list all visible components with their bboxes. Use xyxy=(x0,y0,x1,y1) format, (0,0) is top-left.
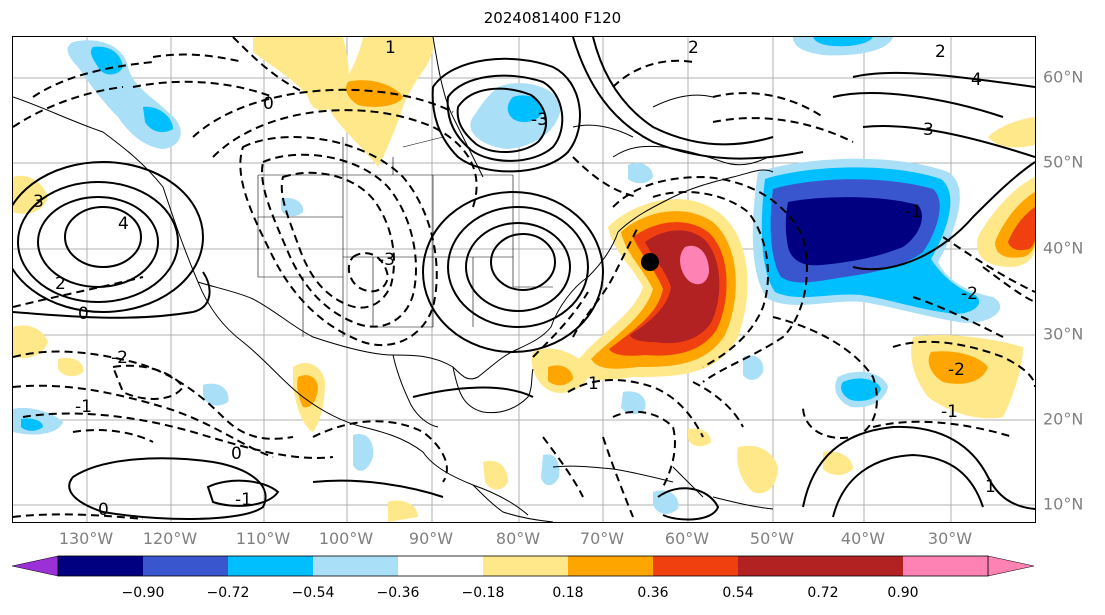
colorbar-segment xyxy=(143,556,228,576)
dashed-contours xyxy=(13,37,1035,520)
contour-label: -1 xyxy=(235,490,252,510)
colorbar-label: 0.90 xyxy=(887,585,919,601)
contour-label: 1 xyxy=(385,38,396,58)
contour-high-center xyxy=(447,206,589,328)
lon-label: 60°W xyxy=(664,529,710,548)
colorbar-segment xyxy=(58,556,143,576)
colorbar-label: −0.90 xyxy=(121,585,165,601)
shaded-anomaly-fields xyxy=(13,37,1035,522)
contour-label: 0 xyxy=(98,500,109,520)
colorbar-extend-low xyxy=(11,555,59,577)
contour-label: 4 xyxy=(118,214,129,234)
lat-label: 10°N xyxy=(1043,494,1084,514)
colorbar-label: 0.36 xyxy=(637,585,669,601)
lon-label: 80°W xyxy=(495,529,541,548)
colorbar-segment xyxy=(653,556,738,576)
lon-label: 120°W xyxy=(142,529,198,548)
contour-label: 1 xyxy=(985,477,996,497)
colorbar-segment xyxy=(313,556,398,576)
solid-contours xyxy=(13,37,1035,521)
map-panel: 0 2 3 4 -1 -2 -3 1 0 2 3 4 -1 -2 -3 1 0 … xyxy=(12,36,1036,523)
lon-label: 50°W xyxy=(749,529,795,548)
lat-label: 40°N xyxy=(1043,238,1084,258)
contour-label: 2 xyxy=(935,42,946,62)
colorbar-segment xyxy=(398,556,483,576)
lon-label: 90°W xyxy=(408,529,454,548)
contour-label: 0 xyxy=(78,304,89,324)
lat-label: 50°N xyxy=(1043,152,1084,172)
contour-label: -1 xyxy=(75,397,92,417)
colorbar-label: 0.72 xyxy=(807,585,839,601)
contour-label: -3 xyxy=(378,250,395,270)
colorbar-segment xyxy=(228,556,313,576)
lon-label: 40°W xyxy=(840,529,886,548)
contour-label: 2 xyxy=(688,38,699,58)
colorbar-label: 0.54 xyxy=(722,585,754,601)
map-title: 2024081400 F120 xyxy=(483,9,622,27)
colorbar-segment-top xyxy=(823,556,903,576)
colorbar-segment-top xyxy=(903,556,988,576)
contour-label: 2 xyxy=(55,274,66,294)
contour-label: 3 xyxy=(923,120,934,140)
contour-label: -2 xyxy=(961,284,978,304)
contour-high-west xyxy=(17,181,179,303)
contour-label: -1 xyxy=(941,402,958,422)
colorbar-label: −0.36 xyxy=(376,585,420,601)
colorbar xyxy=(11,555,1035,577)
lon-label: 130°W xyxy=(58,529,114,548)
colorbar-segment xyxy=(568,556,653,576)
map-canvas: 0 2 3 4 -1 -2 -3 1 0 2 3 4 -1 -2 -3 1 0 … xyxy=(13,37,1035,522)
colorbar-segment xyxy=(738,556,823,576)
colorbar-extend-high xyxy=(987,555,1035,577)
contour-label: 1 xyxy=(588,374,599,394)
storm-center-dot xyxy=(641,253,659,271)
lon-label: 30°W xyxy=(927,529,973,548)
colorbar-label: −0.54 xyxy=(291,585,335,601)
contour-label: 4 xyxy=(971,70,982,90)
contour-label: 0 xyxy=(263,94,274,114)
contour-label: -1 xyxy=(905,202,922,222)
contour-label: -2 xyxy=(111,348,128,368)
contour-label: 3 xyxy=(33,192,44,212)
lon-label: 70°W xyxy=(579,529,625,548)
coastlines xyxy=(13,37,774,522)
lon-label: 100°W xyxy=(318,529,374,548)
colorbar-label: −0.72 xyxy=(206,585,250,601)
political-borders xyxy=(257,136,553,337)
contour-label: -2 xyxy=(948,360,965,380)
contour-label: -3 xyxy=(531,110,548,130)
contour-low-central xyxy=(239,136,438,347)
colorbar-label: 0.18 xyxy=(552,585,584,601)
colorbar-label: −0.18 xyxy=(461,585,505,601)
lat-label: 20°N xyxy=(1043,409,1084,429)
contour-labels: 0 2 3 4 -1 -2 -3 1 0 2 3 4 -1 -2 -3 1 0 … xyxy=(33,38,996,520)
contour-label: 0 xyxy=(231,444,242,464)
lon-label: 110°W xyxy=(235,529,291,548)
colorbar-segment xyxy=(483,556,568,576)
lat-label: 60°N xyxy=(1043,67,1084,87)
lat-label: 30°N xyxy=(1043,324,1084,344)
